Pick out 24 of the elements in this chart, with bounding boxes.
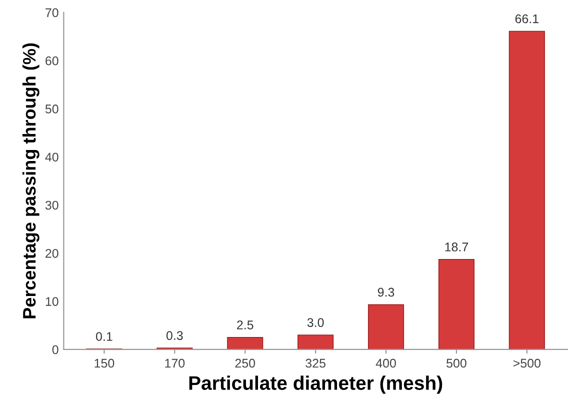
data-label: 2.5 bbox=[237, 320, 254, 330]
x-tick-label: 170 bbox=[165, 358, 185, 368]
y-axis-title: Percentage passing through (%) bbox=[22, 43, 40, 318]
y-tick-label: 60 bbox=[46, 56, 58, 66]
data-label: 0.3 bbox=[166, 331, 183, 340]
y-tick-label: 0 bbox=[52, 345, 58, 354]
y-tick-label: 20 bbox=[46, 248, 58, 258]
x-tick-label: >500 bbox=[513, 358, 540, 368]
x-tick-label: 400 bbox=[376, 358, 396, 368]
x-tick-label: 500 bbox=[446, 358, 466, 368]
x-axis-title: Particulate diameter (mesh) bbox=[189, 376, 442, 394]
data-label: 0.1 bbox=[96, 332, 112, 341]
x-tick-label: 250 bbox=[235, 358, 256, 368]
y-tick-label: 50 bbox=[45, 104, 58, 114]
y-tick-label: 10 bbox=[46, 297, 58, 306]
data-label: 9.3 bbox=[378, 288, 394, 297]
x-tick-label: 150 bbox=[94, 358, 114, 368]
y-tick-label: 30 bbox=[45, 200, 58, 210]
y-tick-label: 40 bbox=[45, 152, 58, 162]
data-label: 18.7 bbox=[445, 242, 468, 252]
data-label: 66.1 bbox=[515, 14, 538, 24]
data-label: 3.0 bbox=[307, 318, 324, 327]
y-tick-label: 70 bbox=[46, 8, 58, 18]
x-tick-label: 325 bbox=[306, 358, 326, 368]
